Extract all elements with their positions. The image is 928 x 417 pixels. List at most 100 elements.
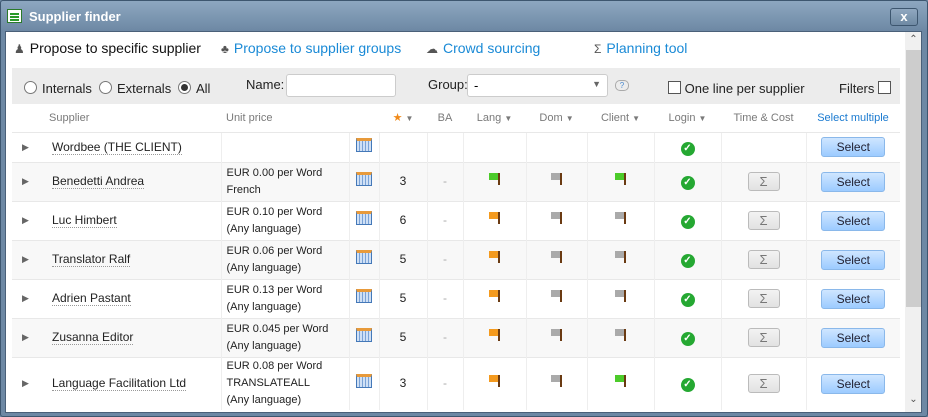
table-row: ▶ Translator Ralf EUR 0.06 per Word (Any …	[12, 239, 900, 279]
time-cost-sigma-button[interactable]: Σ	[747, 250, 780, 269]
scrollbar-thumb[interactable]	[906, 50, 921, 307]
filter-bar: Internals Externals All Name: Group: - ▼ …	[12, 68, 900, 104]
calendar-icon[interactable]	[356, 328, 372, 342]
unit-price-cell: EUR 0.10 per Word (Any language)	[220, 200, 349, 240]
sort-icon: ▼	[565, 113, 574, 123]
calendar-icon[interactable]	[356, 250, 372, 264]
time-cost-sigma-button[interactable]: Σ	[747, 328, 780, 347]
select-button[interactable]: Select	[821, 249, 886, 270]
client-flag-icon	[614, 251, 627, 263]
select-button[interactable]: Select	[821, 327, 886, 348]
dom-flag-icon	[550, 173, 563, 185]
check-circle-icon: ✓	[680, 141, 695, 156]
ba-value: -	[426, 278, 463, 318]
radio-label: Internals	[42, 81, 92, 96]
select-button[interactable]: Select	[821, 210, 886, 231]
col-login[interactable]: Login ▼	[654, 104, 721, 132]
select-button[interactable]: Select	[821, 373, 886, 394]
vertical-scrollbar[interactable]: ⌃ ⌄	[905, 32, 921, 412]
select-button[interactable]: Select	[821, 137, 886, 157]
lang-flag-icon	[488, 251, 501, 263]
check-circle-icon: ✓	[680, 293, 695, 307]
time-cost-sigma-button[interactable]: Σ	[747, 211, 780, 230]
client-flag-icon	[614, 329, 627, 341]
sort-icon: ▼	[504, 113, 513, 123]
sort-icon: ▼	[405, 114, 414, 124]
col-client[interactable]: Client ▼	[587, 104, 654, 132]
expand-row-icon[interactable]: ▶	[12, 317, 44, 357]
ba-value: -	[426, 356, 463, 410]
radio-externals[interactable]: Externals	[99, 81, 171, 96]
supplier-name-link[interactable]: Zusanna Editor	[52, 330, 134, 345]
unit-price-cell: EUR 0.00 per Word French	[220, 161, 349, 201]
expand-row-icon[interactable]: ▶	[12, 131, 44, 162]
radio-icon	[99, 81, 112, 94]
title-bar: Supplier finder x	[1, 1, 927, 31]
checkbox-label: Filters	[839, 81, 875, 96]
rating-value: 5	[378, 239, 427, 279]
group-icon: ♣	[221, 42, 229, 56]
chevron-down-icon: ▼	[592, 79, 601, 89]
check-circle-icon: ✓	[680, 254, 695, 268]
tab-supplier-groups[interactable]: ♣ Propose to supplier groups	[221, 40, 401, 56]
supplier-name-link[interactable]: Benedetti Andrea	[52, 174, 145, 189]
supplier-name-link[interactable]: Adrien Pastant	[52, 291, 131, 306]
select-multiple-link[interactable]: Select multiple	[817, 111, 889, 124]
name-label: Name:	[246, 77, 285, 92]
col-supplier[interactable]: Supplier	[49, 111, 90, 124]
rating-value: 5	[378, 278, 427, 318]
table-row: ▶ Luc Himbert EUR 0.10 per Word (Any lang…	[12, 200, 900, 240]
tab-specific-supplier[interactable]: ♟ Propose to specific supplier	[14, 40, 201, 56]
expand-row-icon[interactable]: ▶	[12, 278, 44, 318]
one-line-checkbox[interactable]: One line per supplier	[668, 81, 805, 96]
supplier-name-link[interactable]: Language Facilitation Ltd	[52, 376, 187, 392]
scroll-down-icon[interactable]: ⌄	[909, 394, 918, 405]
supplier-name-link[interactable]: Translator Ralf	[52, 252, 131, 267]
expand-row-icon[interactable]: ▶	[12, 239, 44, 279]
calendar-icon[interactable]	[356, 172, 372, 186]
client-flag-icon	[614, 375, 627, 388]
sort-icon: ▼	[698, 113, 707, 123]
lang-flag-icon	[488, 375, 501, 388]
rating-value: 3	[378, 161, 427, 201]
supplier-name-link[interactable]: Wordbee (THE CLIENT)	[52, 139, 182, 155]
tab-label: Crowd sourcing	[443, 40, 541, 56]
supplier-name-link[interactable]: Luc Himbert	[52, 213, 117, 228]
select-button[interactable]: Select	[821, 288, 886, 309]
scroll-up-icon[interactable]: ⌃	[909, 34, 918, 45]
window-title: Supplier finder	[29, 9, 121, 24]
close-button[interactable]: x	[890, 8, 918, 26]
expand-row-icon[interactable]: ▶	[12, 200, 44, 240]
radio-all[interactable]: All	[178, 81, 210, 96]
calendar-icon[interactable]	[356, 211, 372, 225]
check-circle-icon: ✓	[680, 215, 695, 229]
calendar-icon[interactable]	[356, 374, 372, 389]
calendar-icon[interactable]	[356, 137, 372, 152]
window-icon	[7, 9, 22, 23]
select-button[interactable]: Select	[821, 171, 886, 192]
col-label: Dom	[539, 111, 563, 124]
help-icon[interactable]: ?	[615, 80, 629, 91]
unit-price-cell: EUR 0.13 per Word (Any language)	[220, 278, 349, 318]
col-lang[interactable]: Lang ▼	[463, 104, 526, 132]
tab-crowd-sourcing[interactable]: ☁ Crowd sourcing	[426, 40, 540, 56]
tab-planning-tool[interactable]: Σ Planning tool	[594, 40, 687, 56]
rating-value: 6	[378, 200, 427, 240]
group-select[interactable]: - ▼	[467, 74, 608, 97]
filters-checkbox[interactable]: Filters	[839, 81, 892, 96]
check-circle-icon: ✓	[680, 378, 695, 393]
col-rating[interactable]: ★ ▼	[379, 104, 427, 132]
ba-value	[426, 131, 463, 162]
expand-row-icon[interactable]: ▶	[12, 356, 44, 410]
col-time-cost: Time & Cost	[733, 111, 794, 124]
calendar-icon[interactable]	[356, 289, 372, 303]
name-input[interactable]	[286, 74, 396, 97]
unit-price-cell: EUR 0.08 per Word TRANSLATEALL (Any langua…	[220, 356, 349, 410]
time-cost-sigma-button[interactable]: Σ	[747, 289, 780, 308]
time-cost-sigma-button[interactable]: Σ	[747, 374, 780, 394]
col-dom[interactable]: Dom ▼	[526, 104, 587, 132]
time-cost-sigma-button[interactable]: Σ	[747, 172, 780, 191]
lang-flag-icon	[488, 173, 501, 185]
expand-row-icon[interactable]: ▶	[12, 161, 44, 201]
radio-internals[interactable]: Internals	[24, 81, 92, 96]
